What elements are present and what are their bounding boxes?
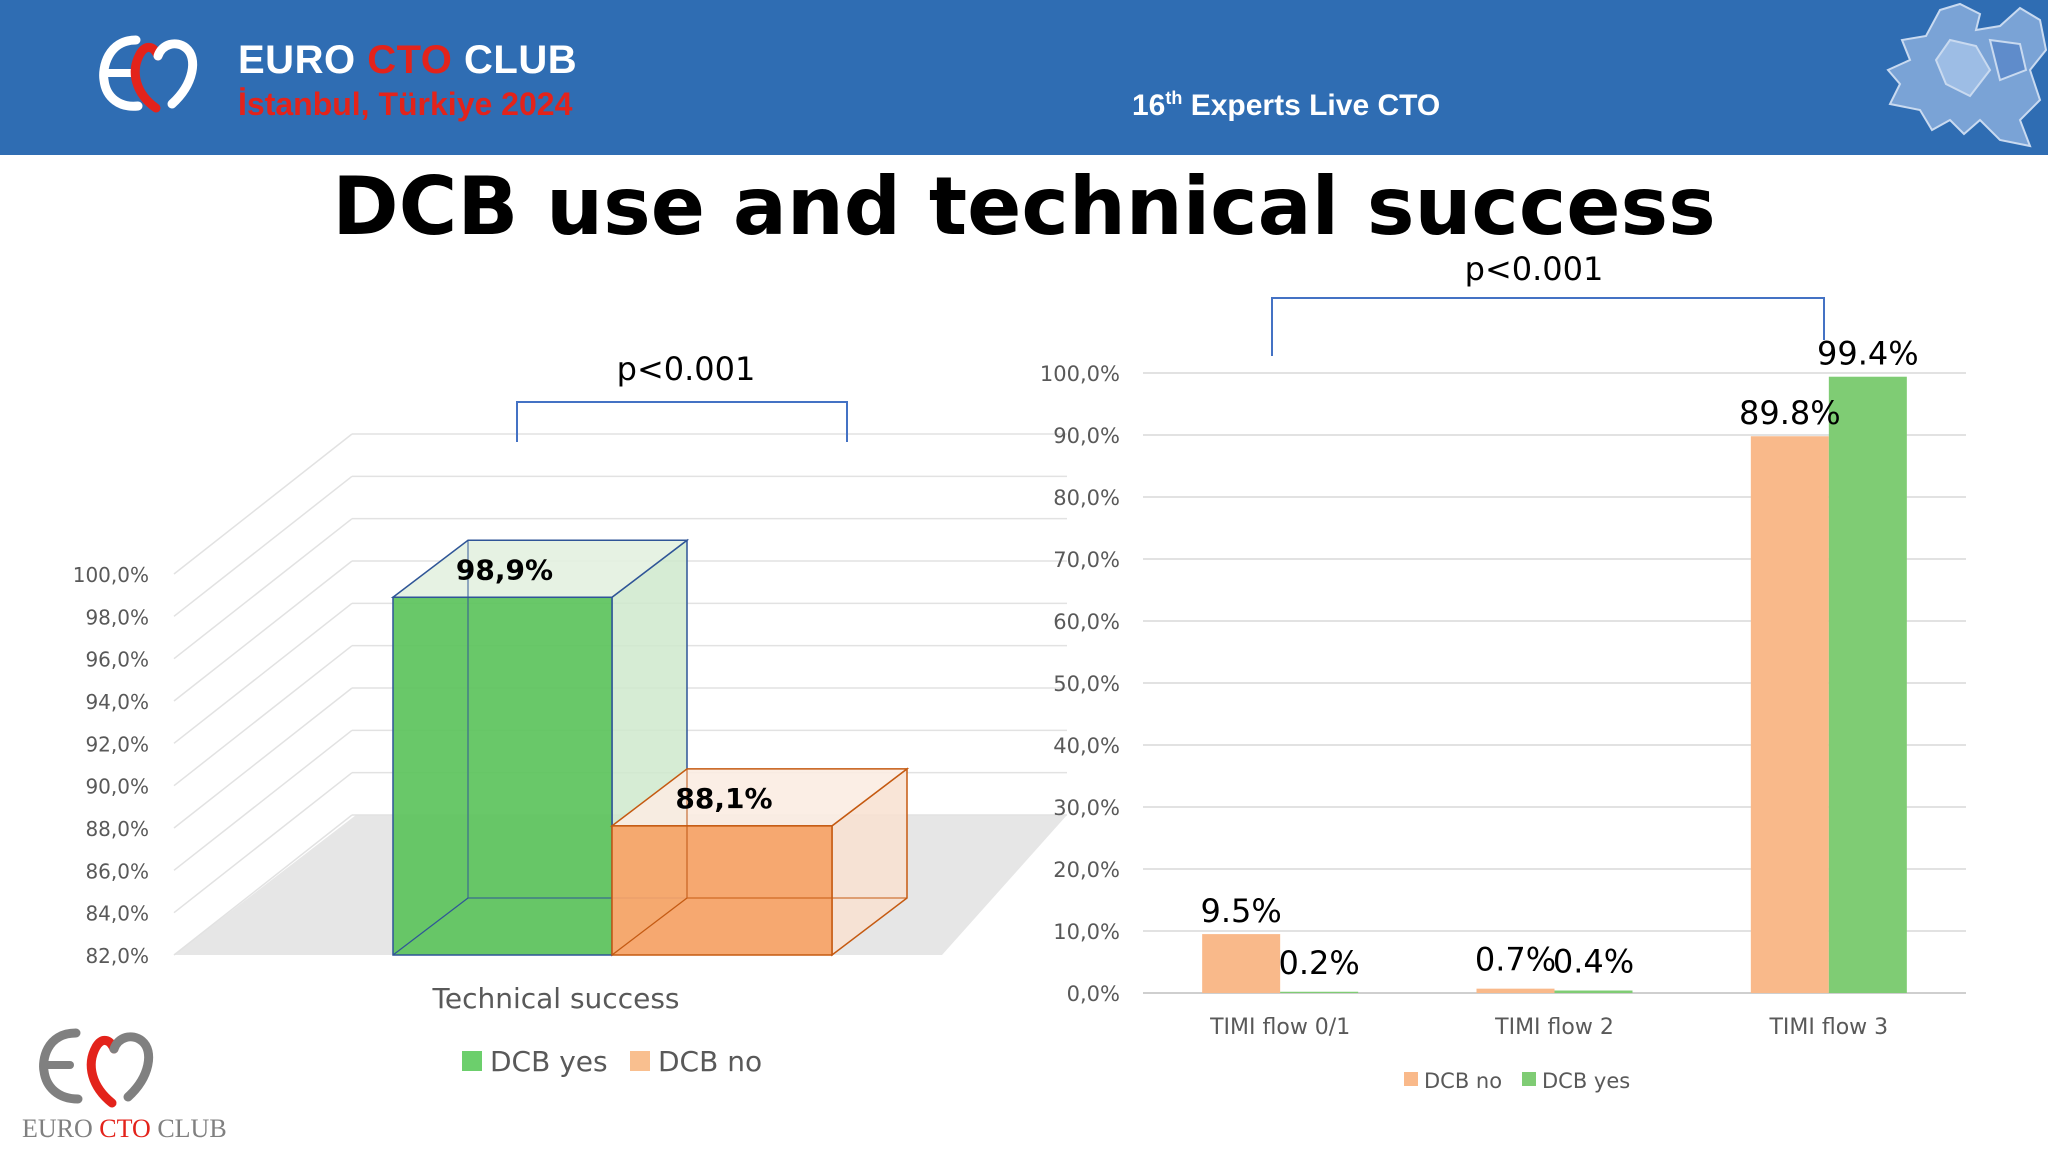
chart2-data-label: 99.4%	[1817, 335, 1919, 373]
chart1-bars	[390, 538, 910, 957]
chart2-data-label: 89.8%	[1739, 394, 1841, 432]
chart2-significance-bracket	[1271, 297, 1825, 356]
chart1-category-label: Technical success	[432, 982, 680, 1015]
footer-logo: EURO CTO CLUB	[22, 1028, 227, 1143]
legend2-label-dcb-no: DCB no	[1424, 1069, 1502, 1093]
legend-swatch-dcb-yes	[462, 1051, 482, 1071]
legend2-label-dcb-yes: DCB yes	[1542, 1069, 1630, 1093]
technical-success-chart: 100,0% 98,0% 96,0% 94,0% 92,0% 90,0% 88,0% 86,0…	[73, 350, 1067, 1078]
chart2-bar-dcb-no	[1750, 436, 1829, 993]
chart2-bar-dcb-no	[1476, 988, 1555, 993]
bar-base-edge	[611, 897, 688, 956]
chart2-bar-dcb-yes	[1554, 990, 1633, 993]
chart1-y-tick-label: 86,0%	[85, 859, 149, 883]
chart1-y-tick-label: 82,0%	[85, 944, 149, 968]
chart2-y-tick-label: 50,0%	[1053, 672, 1120, 696]
chart2-y-tick-label: 20,0%	[1053, 858, 1120, 882]
legend-label-dcb-no: DCB no	[658, 1045, 762, 1078]
chart1-gridline-diag	[173, 475, 353, 617]
chart2-y-tick-label: 30,0%	[1053, 796, 1120, 820]
chart2-x-tick-label: TIMI flow 3	[1768, 1015, 1888, 1040]
chart2-bar-dcb-no	[1202, 934, 1281, 993]
chart1-y-tick-label: 84,0%	[85, 902, 149, 926]
chart1-p-value: p<0.001	[617, 350, 756, 388]
bar-front-face	[611, 825, 833, 956]
legend2-swatch-dcb-yes	[1522, 1072, 1536, 1086]
chart2-bar-dcb-yes	[1828, 376, 1907, 994]
chart1-legend: DCB yes DCB no	[462, 1045, 762, 1078]
legend-swatch-dcb-no	[630, 1051, 650, 1071]
chart1-gridline-diag	[173, 602, 353, 744]
footer-logo-text: EURO CTO CLUB	[22, 1114, 227, 1143]
chart2-y-tick-label: 100,0%	[1040, 362, 1120, 386]
chart2-y-tick-label: 10,0%	[1053, 920, 1120, 944]
chart1-y-tick-label: 92,0%	[85, 732, 149, 756]
chart1-gridline-diag	[173, 814, 353, 956]
chart2-x-tick-label: TIMI flow 2	[1494, 1015, 1614, 1040]
chart1-y-tick-label: 98,0%	[85, 605, 149, 629]
chart1-data-label: 98,9%	[456, 553, 553, 586]
chart1-y-axis: 100,0% 98,0% 96,0% 94,0% 92,0% 90,0% 88,0% 86,0…	[73, 563, 149, 968]
bar-front-face	[392, 596, 613, 956]
chart2-y-tick-label: 40,0%	[1053, 734, 1120, 758]
chart1-y-tick-label: 100,0%	[73, 563, 149, 587]
club-name: EURO CTO CLUB	[238, 38, 578, 82]
chart2-y-tick-label: 70,0%	[1053, 548, 1120, 572]
header-banner: EURO CTO CLUB İstanbul, Türkiye 2024 16t…	[0, 0, 2048, 155]
chart2-data-label: 9.5%	[1201, 892, 1282, 930]
chart1-data-labels: 98,9% 88,1%	[456, 553, 773, 815]
chart1-y-tick-label: 94,0%	[85, 690, 149, 714]
europe-map-icon	[1886, 2, 2048, 148]
chart1-gridline-diag	[173, 560, 353, 702]
chart2-y-tick-label: 80,0%	[1053, 486, 1120, 510]
chart2-data-labels: 9.5% 0.2% 0.7%0.4% 89.8% 99.4%	[1201, 335, 1919, 982]
euro-cto-club-logo-icon	[99, 35, 198, 113]
chart1-gridline-diag	[173, 645, 353, 787]
legend-label-dcb-yes: DCB yes	[490, 1045, 608, 1078]
chart2-legend: DCB no DCB yes	[1404, 1069, 1630, 1093]
chart1-gridline-diag	[173, 518, 353, 660]
chart1-y-tick-label: 88,0%	[85, 817, 149, 841]
chart1-gridline-diag	[173, 729, 353, 871]
chart1-gridline-diag	[173, 687, 353, 829]
chart2-x-tick-label: TIMI flow 0/1	[1209, 1015, 1350, 1040]
chart1-bar-dcb-no	[609, 767, 910, 957]
chart1-y-tick-label: 90,0%	[85, 775, 149, 799]
chart2-y-axis: 100,0% 90,0% 80,0% 70,0% 60,0% 50,0% 40,0% 30,0…	[1040, 362, 1120, 1006]
chart1-y-tick-label: 96,0%	[85, 648, 149, 672]
chart2-p-value: p<0.001	[1465, 250, 1604, 288]
event-location: İstanbul, Türkiye 2024	[238, 86, 573, 122]
chart2-y-tick-label: 0,0%	[1067, 982, 1120, 1006]
chart2-y-tick-label: 60,0%	[1053, 610, 1120, 634]
chart2-data-label: 0.2%	[1279, 944, 1360, 982]
chart1-gridline-diag	[173, 772, 353, 914]
event-name: 16th Experts Live CTO	[1132, 88, 1441, 122]
chart2-y-tick-label: 90,0%	[1053, 424, 1120, 448]
chart2-x-axis: TIMI flow 0/1 TIMI flow 2 TIMI flow 3	[1209, 1015, 1888, 1040]
timi-flow-chart: 100,0% 90,0% 80,0% 70,0% 60,0% 50,0% 40,0% 30,0…	[1040, 250, 1966, 1093]
chart2-data-label: 0.4%	[1553, 943, 1634, 981]
bar-base-edge	[392, 897, 469, 956]
legend2-swatch-dcb-no	[1404, 1072, 1418, 1086]
chart2-bar-dcb-yes	[1280, 991, 1359, 993]
chart2-bars	[1202, 376, 1907, 994]
chart1-data-label: 88,1%	[675, 782, 772, 815]
chart1-gridline-diag	[173, 433, 353, 575]
chart1-significance-bracket	[516, 401, 848, 442]
footer-logo-icon	[39, 1028, 154, 1108]
slide-title: DCB use and technical success	[332, 160, 1716, 253]
chart2-data-label: 0.7%	[1475, 941, 1556, 979]
